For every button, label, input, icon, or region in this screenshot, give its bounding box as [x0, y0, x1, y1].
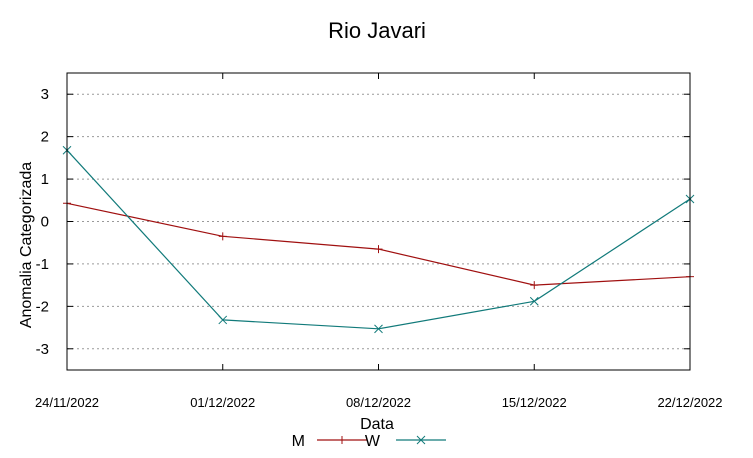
y-tick-label: 2	[41, 129, 49, 146]
x-tick-labels: 24/11/2022 01/12/2022 08/12/2022 15/12/2022…	[35, 73, 723, 410]
x-tick-label: 08/12/2022	[346, 395, 411, 410]
y-tick-label: 3	[41, 86, 49, 103]
legend-label-m: M	[292, 433, 305, 450]
y-axis-label: Anomalia Categorizada	[18, 162, 35, 328]
legend-label-w: W	[365, 433, 381, 450]
y-tick-labels: -3 -2 -1 0 1 2 3	[36, 86, 49, 358]
chart-title: Rio Javari	[328, 18, 426, 43]
y-tick-label: 1	[41, 171, 49, 188]
data-point	[416, 435, 426, 445]
series-group	[62, 145, 695, 334]
data-point	[529, 296, 539, 306]
y-tick-label: -2	[36, 298, 49, 315]
plot-frame	[66, 72, 691, 371]
y-tick-label: 0	[41, 214, 49, 231]
x-tick-label: 15/12/2022	[502, 395, 567, 410]
series-line-m	[66, 202, 691, 286]
series-line-w	[66, 149, 691, 330]
y-tick-label: -3	[36, 341, 49, 358]
y-tick-label: -1	[36, 256, 49, 273]
x-tick-label: 24/11/2022	[35, 395, 99, 410]
x-tick-label: 22/12/2022	[657, 395, 722, 410]
grid-lines	[67, 93, 690, 350]
data-point	[218, 315, 228, 325]
x-axis-label: Data	[360, 416, 394, 433]
data-point	[374, 324, 383, 334]
x-tick-label: 01/12/2022	[190, 395, 255, 410]
